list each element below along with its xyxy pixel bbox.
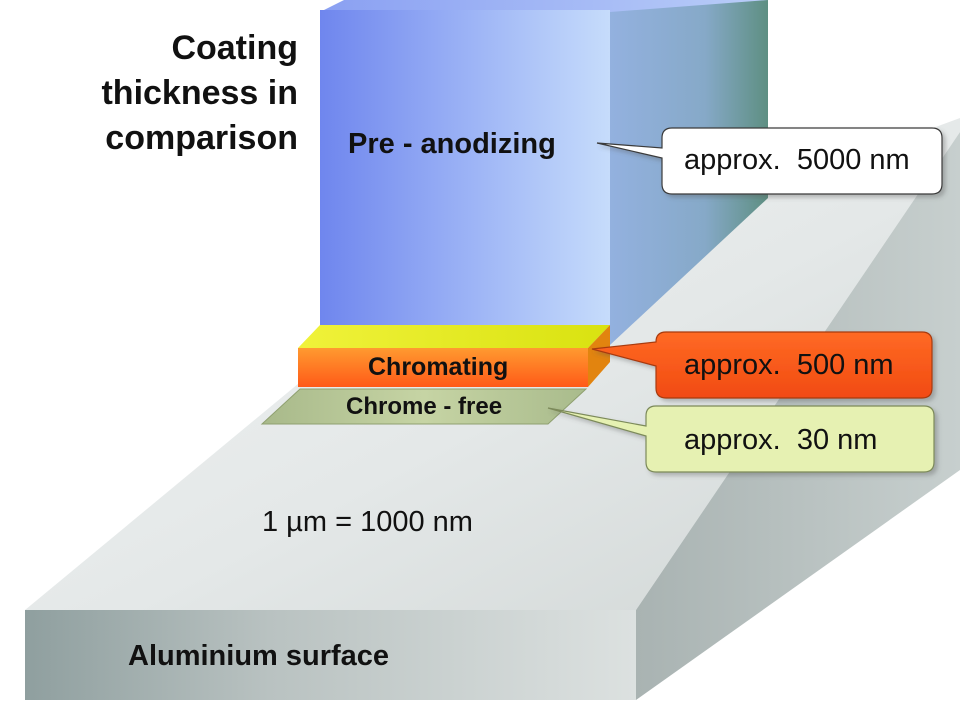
pre-anodizing-label: Pre - anodizing: [348, 128, 556, 160]
chromating-label: Chromating: [368, 353, 508, 381]
title-line-1: Coating: [171, 29, 298, 67]
aluminium-surface-label: Aluminium surface: [128, 640, 389, 672]
conversion-label: 1 µm = 1000 nm: [262, 506, 473, 538]
callout-chrome-free-text: approx. 30 nm: [684, 424, 877, 456]
chrome-free-layer: [260, 388, 588, 425]
chromating-front-face: [298, 348, 588, 387]
callout-pre-anodizing-text: approx. 5000 nm: [684, 144, 910, 176]
title-line-2: thickness in: [101, 74, 298, 112]
chromating-side-face: [588, 325, 610, 387]
callout-pre-anodizing: [596, 127, 943, 195]
pre-anodizing-front-face: [320, 10, 610, 340]
callout-chromating: [591, 331, 933, 399]
chromating-layer: [298, 325, 610, 387]
callout-chromating-text: approx. 500 nm: [684, 349, 894, 381]
aluminium-front-face: [25, 610, 636, 700]
title-line-3: comparison: [105, 119, 298, 157]
callout-chrome-free: [547, 405, 935, 473]
chromating-top-face: [298, 325, 610, 348]
chrome-free-label: Chrome - free: [346, 393, 502, 420]
